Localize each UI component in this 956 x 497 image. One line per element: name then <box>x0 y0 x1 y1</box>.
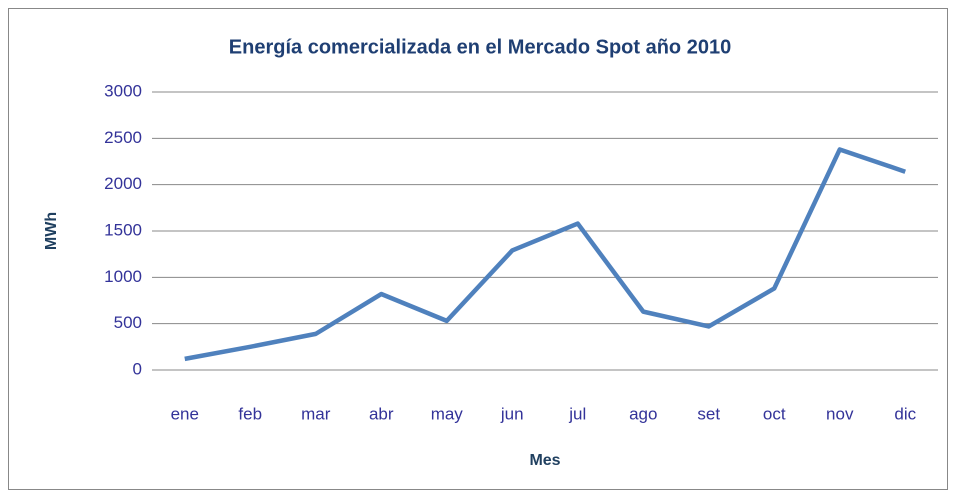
y-tick-label: 1500 <box>104 220 142 239</box>
y-tick-label: 3000 <box>104 81 142 100</box>
x-tick-label: may <box>431 404 464 423</box>
x-tick-label: set <box>697 404 720 423</box>
chart-border <box>8 8 948 490</box>
y-tick-label: 0 <box>133 359 142 378</box>
x-tick-label: abr <box>369 404 394 423</box>
x-tick-label: oct <box>763 404 786 423</box>
y-tick-label: 2500 <box>104 128 142 147</box>
x-tick-label: nov <box>826 404 854 423</box>
x-axis-label: Mes <box>529 452 560 469</box>
data-line <box>184 147 906 362</box>
y-tick-label: 2000 <box>104 174 142 193</box>
x-tick-label: dic <box>894 404 916 423</box>
x-tick-label: jun <box>500 404 524 423</box>
x-tick-label: ago <box>629 404 657 423</box>
x-tick-label: feb <box>238 404 262 423</box>
y-tick-label: 500 <box>114 313 142 332</box>
x-tick-label: mar <box>301 404 331 423</box>
x-tick-label: jul <box>568 404 586 423</box>
y-axis-label: MWh <box>43 212 60 250</box>
x-tick-label: ene <box>171 404 199 423</box>
chart-title: Energía comercializada en el Mercado Spo… <box>229 36 731 58</box>
y-tick-label: 1000 <box>104 267 142 286</box>
